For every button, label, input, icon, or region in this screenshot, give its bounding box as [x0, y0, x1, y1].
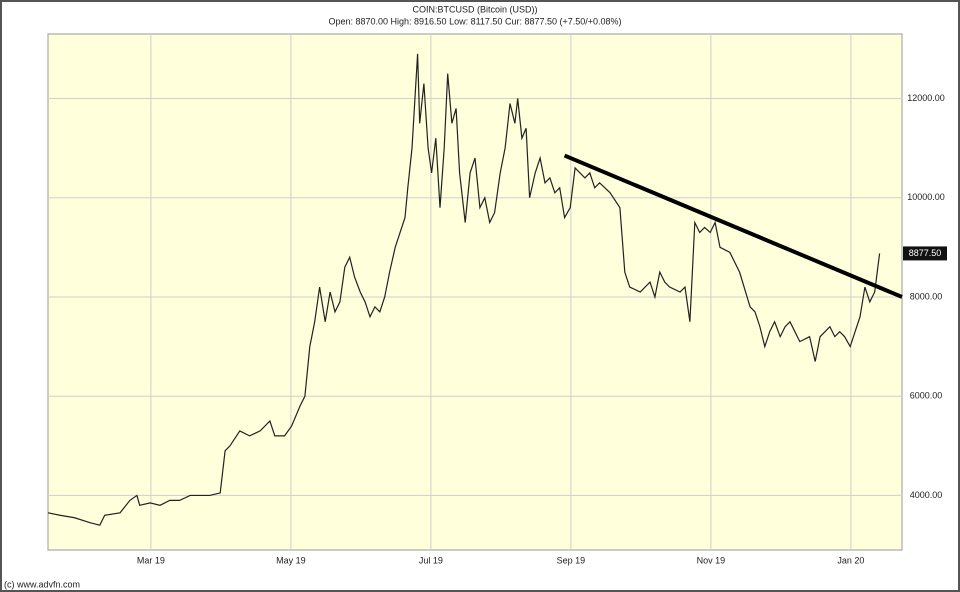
footer: (c) www.advfn.com: [4, 579, 80, 589]
x-tick-label: Nov 19: [697, 555, 726, 565]
x-tick-label: Sep 19: [557, 555, 586, 565]
x-tick-label: Jan 20: [837, 555, 864, 565]
x-tick-label: May 19: [276, 555, 306, 565]
chart-title: COIN:BTCUSD (Bitcoin (USD)): [412, 4, 537, 14]
x-tick-label: Jul 19: [419, 555, 443, 565]
y-tick-label: 8000.00: [910, 291, 943, 301]
y-tick-label: 12000.00: [907, 93, 945, 103]
last-value-box: [903, 246, 947, 261]
y-tick-label: 6000.00: [910, 391, 943, 401]
plot-area: [47, 33, 903, 551]
chart-subtitle: Open: 8870.00 High: 8916.50 Low: 8117.50…: [328, 16, 621, 26]
price-line: [47, 53, 881, 526]
y-tick-label: 4000.00: [910, 490, 943, 500]
x-tick-label: Mar 19: [137, 555, 165, 565]
last-value-label: 8877.50: [909, 248, 942, 258]
trend-line: [563, 153, 903, 299]
y-tick-label: 10000.00: [907, 192, 945, 202]
